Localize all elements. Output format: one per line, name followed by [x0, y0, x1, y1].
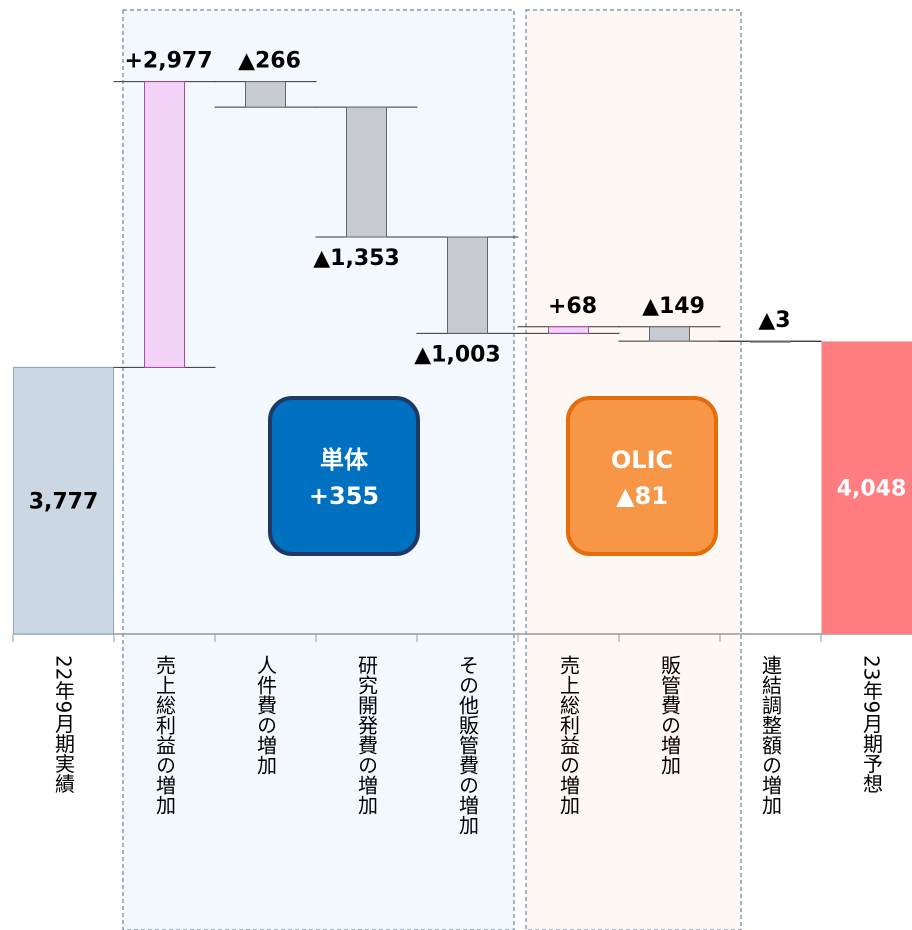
group-value: ▲81	[616, 482, 668, 510]
x-tick-label: その他販管費の増加	[456, 655, 480, 835]
x-tick-label: 連結調整額の増加	[759, 655, 783, 815]
value-label: ▲266	[238, 49, 301, 74]
value-label: +68	[548, 294, 597, 319]
bar	[245, 81, 286, 108]
value-label: ▲1,353	[313, 246, 400, 271]
value-label: ▲149	[642, 294, 705, 319]
bar	[649, 326, 690, 342]
group-box	[268, 396, 420, 556]
total-bar	[13, 366, 114, 635]
x-tick-label: 販管費の増加	[658, 655, 682, 775]
group-name: 単体	[320, 446, 369, 474]
bar	[750, 340, 791, 343]
x-tick-label: 23年9月期予想	[860, 655, 884, 793]
value-label: +2,977	[124, 49, 212, 74]
x-tick-label: 研究開発費の増加	[355, 655, 379, 815]
x-tick-label: 売上総利益の増加	[153, 655, 177, 815]
value-label: 3,777	[29, 490, 99, 515]
bar	[548, 326, 589, 334]
value-label: ▲3	[758, 308, 790, 333]
value-label: ▲1,003	[414, 342, 501, 367]
bar	[144, 81, 185, 368]
total-bar	[821, 341, 912, 634]
group-box	[566, 396, 718, 556]
group-name: OLIC	[611, 446, 673, 474]
value-label: 4,048	[837, 477, 907, 502]
bar	[447, 236, 488, 334]
x-tick-label: 人件費の増加	[254, 655, 278, 775]
group-value: +355	[309, 482, 379, 510]
x-tick-label: 22年9月期実績	[52, 655, 76, 793]
x-tick-label: 売上総利益の増加	[557, 655, 581, 815]
bar	[346, 106, 387, 238]
